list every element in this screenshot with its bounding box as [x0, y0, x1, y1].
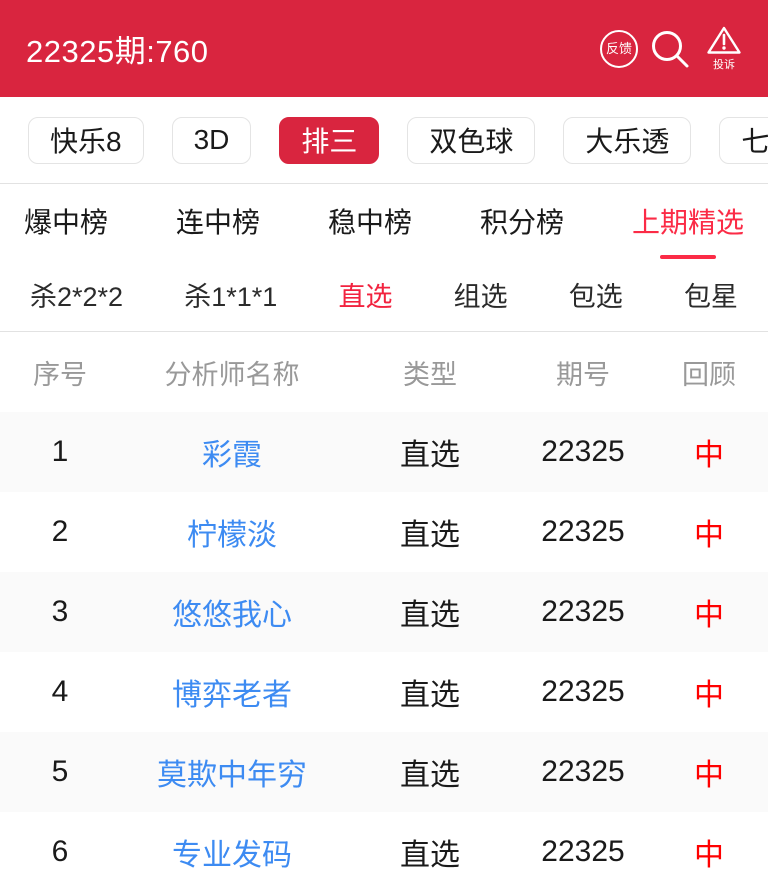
- analyst-link[interactable]: 悠悠我心: [172, 599, 292, 632]
- table-body: 1 彩霞 直选 22325 中 2 柠檬淡 直选 22325 中 3 悠悠我心 …: [0, 412, 768, 889]
- review-link[interactable]: 中: [694, 519, 724, 552]
- filter-baoxuan[interactable]: 包选: [568, 281, 623, 312]
- table-row: 6 专业发码 直选 22325 中: [0, 812, 768, 889]
- table-header: 序号 分析师名称 类型 期号 回顾: [0, 332, 768, 412]
- analyst-link[interactable]: 彩霞: [202, 439, 262, 472]
- feedback-icon[interactable]: 反馈: [600, 29, 638, 68]
- feedback-label: 反馈: [605, 41, 632, 56]
- tab-shuangseqiu[interactable]: 双色球: [407, 116, 536, 164]
- col-header-no: 序号: [33, 359, 87, 390]
- cell-type: 直选: [400, 519, 460, 552]
- cell-no: 1: [51, 435, 69, 468]
- rank-tab-lianzhongbang[interactable]: 连中榜: [175, 206, 260, 238]
- cell-no: 5: [51, 755, 69, 788]
- rank-tab-jifenbang[interactable]: 积分榜: [479, 206, 564, 238]
- cell-type: 直选: [400, 599, 460, 632]
- cell-no: 6: [51, 835, 69, 868]
- complaint-label: 投诉: [713, 59, 735, 71]
- tab-kuaile8[interactable]: 快乐8: [28, 116, 144, 164]
- analyst-link[interactable]: 柠檬淡: [187, 519, 277, 552]
- cell-type: 直选: [400, 759, 460, 792]
- filter-baoxing[interactable]: 包星: [683, 281, 738, 312]
- analyst-link[interactable]: 博弈老者: [172, 679, 292, 712]
- cell-type: 直选: [400, 679, 460, 712]
- col-header-type: 类型: [403, 359, 457, 390]
- cell-issue: 22325: [541, 675, 625, 708]
- app-header: 22325期:760 反馈 投诉: [0, 0, 768, 97]
- cell-no: 4: [51, 675, 69, 708]
- cell-type: 直选: [400, 839, 460, 872]
- table-row: 3 悠悠我心 直选 22325 中: [0, 572, 768, 652]
- cell-no: 2: [51, 515, 69, 548]
- review-link[interactable]: 中: [694, 759, 724, 792]
- col-header-review: 回顾: [682, 359, 736, 390]
- review-link[interactable]: 中: [694, 599, 724, 632]
- page-title: 22325期:760: [26, 34, 209, 69]
- divider: [0, 331, 768, 332]
- tab-3d[interactable]: 3D: [171, 116, 252, 164]
- filter-zhixuan[interactable]: 直选: [338, 281, 393, 312]
- tab-qixingcai[interactable]: 七星彩: [719, 116, 768, 164]
- rank-tab-bar: 爆中榜 连中榜 稳中榜 积分榜 上期精选: [0, 184, 768, 259]
- filter-sha111[interactable]: 杀1*1*1: [184, 281, 278, 312]
- table-row: 1 彩霞 直选 22325 中: [0, 412, 768, 492]
- tab-daletou[interactable]: 大乐透: [563, 116, 692, 164]
- cell-no: 3: [51, 595, 69, 628]
- lottery-tab-bar: 快乐8 3D 排三 双色球 大乐透 七星彩: [0, 97, 768, 183]
- review-link[interactable]: 中: [694, 839, 724, 872]
- search-icon[interactable]: [648, 27, 692, 71]
- review-link[interactable]: 中: [694, 439, 724, 472]
- rank-tab-label: 上期精选: [631, 206, 744, 238]
- table-row: 2 柠檬淡 直选 22325 中: [0, 492, 768, 572]
- filter-sha222[interactable]: 杀2*2*2: [30, 281, 124, 312]
- analyst-link[interactable]: 莫欺中年穷: [157, 759, 307, 792]
- divider: [0, 183, 768, 184]
- rank-tab-baozhongbang[interactable]: 爆中榜: [24, 206, 109, 238]
- rank-tab-shangqijingxuan[interactable]: 上期精选: [631, 193, 744, 259]
- review-link[interactable]: 中: [694, 679, 724, 712]
- cell-issue: 22325: [541, 515, 625, 548]
- active-tab-underline: [659, 254, 716, 259]
- filter-tab-bar: 杀2*2*2 杀1*1*1 直选 组选 包选 包星: [0, 257, 768, 331]
- cell-issue: 22325: [541, 755, 625, 788]
- col-header-analyst: 分析师名称: [164, 359, 300, 390]
- tab-paisan[interactable]: 排三: [279, 116, 380, 164]
- cell-type: 直选: [400, 439, 460, 472]
- analyst-link[interactable]: 专业发码: [172, 839, 292, 872]
- complaint-icon[interactable]: 投诉: [706, 25, 742, 72]
- table-row: 5 莫欺中年穷 直选 22325 中: [0, 732, 768, 812]
- filter-zuxuan[interactable]: 组选: [453, 281, 508, 312]
- cell-issue: 22325: [541, 835, 625, 868]
- cell-issue: 22325: [541, 435, 625, 468]
- table-row: 4 博弈老者 直选 22325 中: [0, 652, 768, 732]
- rank-tab-wenzhongbang[interactable]: 稳中榜: [327, 206, 412, 238]
- col-header-issue: 期号: [556, 359, 610, 390]
- header-icons: 反馈 投诉: [600, 25, 742, 72]
- cell-issue: 22325: [541, 595, 625, 628]
